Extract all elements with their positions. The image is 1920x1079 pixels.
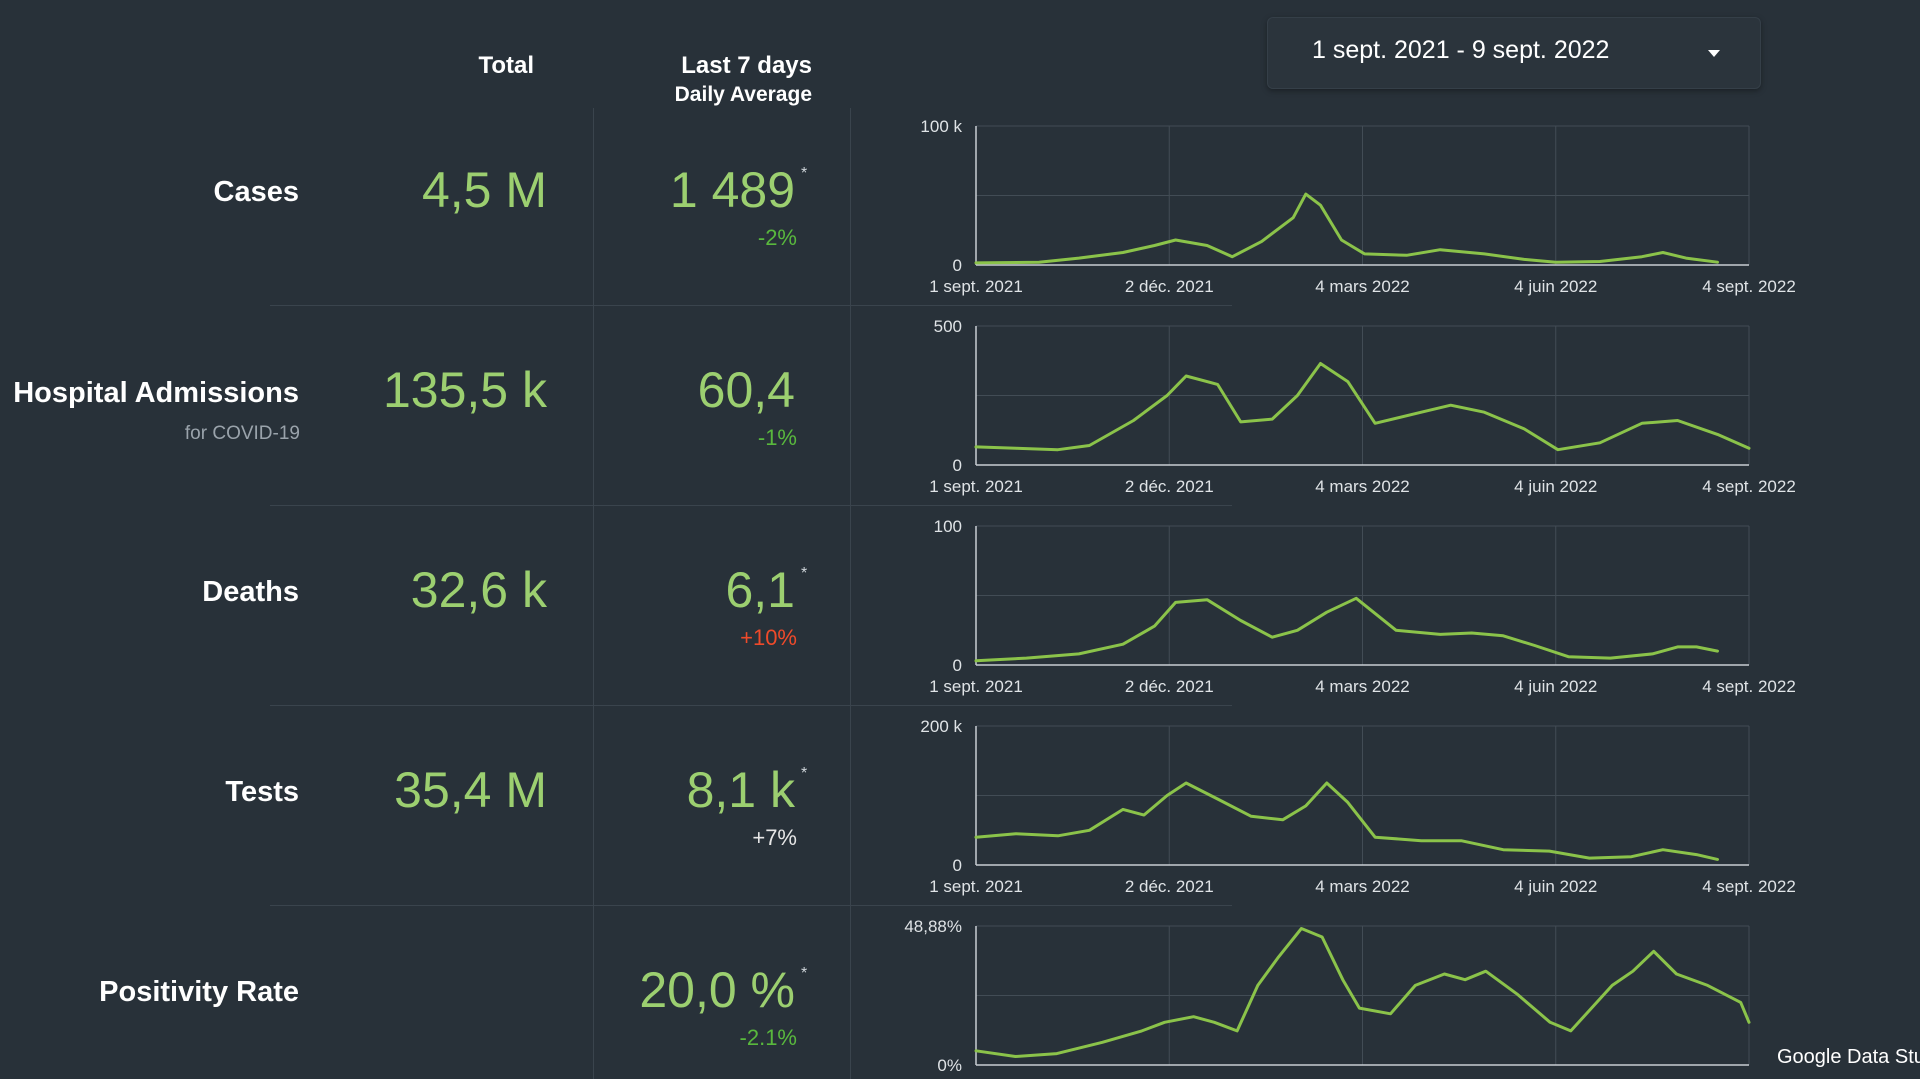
positivity-rate-y-tick-max: 48,88% <box>904 917 962 936</box>
hospital-admissions-x-tick-3: 4 juin 2022 <box>1514 477 1597 496</box>
total-column-header: Total <box>478 52 534 79</box>
hospital-admissions-y-tick-min: 0 <box>953 456 962 475</box>
row-label-tests: Tests <box>225 776 299 808</box>
footnote-star-deaths: * <box>801 565 808 582</box>
hospital-admissions-chart: 0 500 1 sept. 2021 2 déc. 2021 4 mars 2022 4 … <box>929 317 1796 496</box>
total-value-deaths: 32,6 k <box>410 562 547 618</box>
column-divider-1 <box>593 108 594 1079</box>
cases-x-tick-3: 4 juin 2022 <box>1514 277 1597 296</box>
tests-x-tick-3: 4 juin 2022 <box>1514 877 1597 896</box>
row-divider-2 <box>270 505 1232 506</box>
change-value-cases: -2% <box>757 225 797 250</box>
avg-value-hospital-admissions: 60,4 <box>697 362 795 418</box>
deaths-y-tick-max: 100 <box>934 517 962 536</box>
row-sublabel-hospital-admissions: for COVID-19 <box>184 423 300 444</box>
deaths-x-tick-1: 2 déc. 2021 <box>1125 677 1214 696</box>
tests-y-tick-min: 0 <box>953 856 962 875</box>
tests-x-tick-2: 4 mars 2022 <box>1315 877 1410 896</box>
google-data-studio-brand: Google Data Stu <box>1777 1046 1920 1068</box>
tests-series-line <box>974 781 1719 861</box>
cases-x-tick-1: 2 déc. 2021 <box>1125 277 1214 296</box>
hospital-admissions-series-line <box>974 362 1751 452</box>
total-value-hospital-admissions: 135,5 k <box>382 362 547 418</box>
deaths-x-tick-4: 4 sept. 2022 <box>1702 677 1796 696</box>
change-value-deaths: +10% <box>740 625 797 650</box>
tests-x-tick-0: 1 sept. 2021 <box>929 877 1023 896</box>
total-value-cases: 4,5 M <box>421 162 547 218</box>
cases-chart: 0 100 k 1 sept. 2021 2 déc. 2021 4 mars 2022… <box>920 117 1796 296</box>
row-label-cases: Cases <box>213 176 299 208</box>
last7-column-header: Last 7 days Daily Average <box>512 50 812 108</box>
date-range-label: 1 sept. 2021 - 9 sept. 2022 <box>1312 36 1610 64</box>
hospital-admissions-x-tick-2: 4 mars 2022 <box>1315 477 1410 496</box>
cases-series-line <box>974 192 1719 265</box>
change-value-tests: +7% <box>752 825 797 850</box>
chevron-down-icon <box>1708 50 1720 57</box>
change-value-positivity-rate: -2.1% <box>739 1025 797 1050</box>
daily-average-subtitle: Daily Average <box>674 83 812 106</box>
tests-chart: 0 200 k 1 sept. 2021 2 déc. 2021 4 mars 2022… <box>920 717 1796 896</box>
row-label-positivity-rate: Positivity Rate <box>99 976 299 1008</box>
cases-y-tick-max: 100 k <box>920 117 962 136</box>
deaths-series-line <box>974 596 1719 663</box>
row-label-deaths: Deaths <box>202 576 299 608</box>
last7-title: Last 7 days <box>681 52 812 79</box>
column-divider-2 <box>850 108 851 1079</box>
tests-x-tick-1: 2 déc. 2021 <box>1125 877 1214 896</box>
row-label-hospital-admissions: Hospital Admissions <box>13 377 299 409</box>
cases-y-tick-min: 0 <box>953 256 962 275</box>
footnote-star-cases: * <box>801 165 808 182</box>
tests-y-tick-max: 200 k <box>920 717 962 736</box>
avg-value-positivity-rate: 20,0 % <box>639 962 795 1018</box>
deaths-x-tick-2: 4 mars 2022 <box>1315 677 1410 696</box>
avg-value-deaths: 6,1 <box>725 562 795 618</box>
cases-x-tick-0: 1 sept. 2021 <box>929 277 1023 296</box>
deaths-x-tick-0: 1 sept. 2021 <box>929 677 1023 696</box>
hospital-admissions-x-tick-4: 4 sept. 2022 <box>1702 477 1796 496</box>
cases-x-tick-2: 4 mars 2022 <box>1315 277 1410 296</box>
positivity-rate-series-line <box>974 927 1751 1058</box>
hospital-admissions-x-tick-0: 1 sept. 2021 <box>929 477 1023 496</box>
positivity-rate-chart: 0% 48,88% <box>904 917 1751 1075</box>
row-divider-3 <box>270 705 1232 706</box>
positivity-rate-y-tick-min: 0% <box>937 1056 962 1075</box>
deaths-chart: 0 100 1 sept. 2021 2 déc. 2021 4 mars 2022 4 … <box>929 517 1796 696</box>
cases-x-tick-4: 4 sept. 2022 <box>1702 277 1796 296</box>
avg-value-cases: 1 489 <box>669 162 795 218</box>
hospital-admissions-y-tick-max: 500 <box>934 317 962 336</box>
row-divider-1 <box>270 305 1232 306</box>
avg-value-tests: 8,1 k <box>686 762 795 818</box>
tests-x-tick-4: 4 sept. 2022 <box>1702 877 1796 896</box>
deaths-x-tick-3: 4 juin 2022 <box>1514 677 1597 696</box>
deaths-y-tick-min: 0 <box>953 656 962 675</box>
row-divider-4 <box>270 905 1232 906</box>
footnote-star-tests: * <box>801 765 808 782</box>
date-range-dropdown[interactable]: 1 sept. 2021 - 9 sept. 2022 <box>1267 17 1761 89</box>
change-value-hospital-admissions: -1% <box>757 425 797 450</box>
footnote-star-positivity-rate: * <box>801 965 808 982</box>
total-value-tests: 35,4 M <box>394 762 547 818</box>
hospital-admissions-x-tick-1: 2 déc. 2021 <box>1125 477 1214 496</box>
